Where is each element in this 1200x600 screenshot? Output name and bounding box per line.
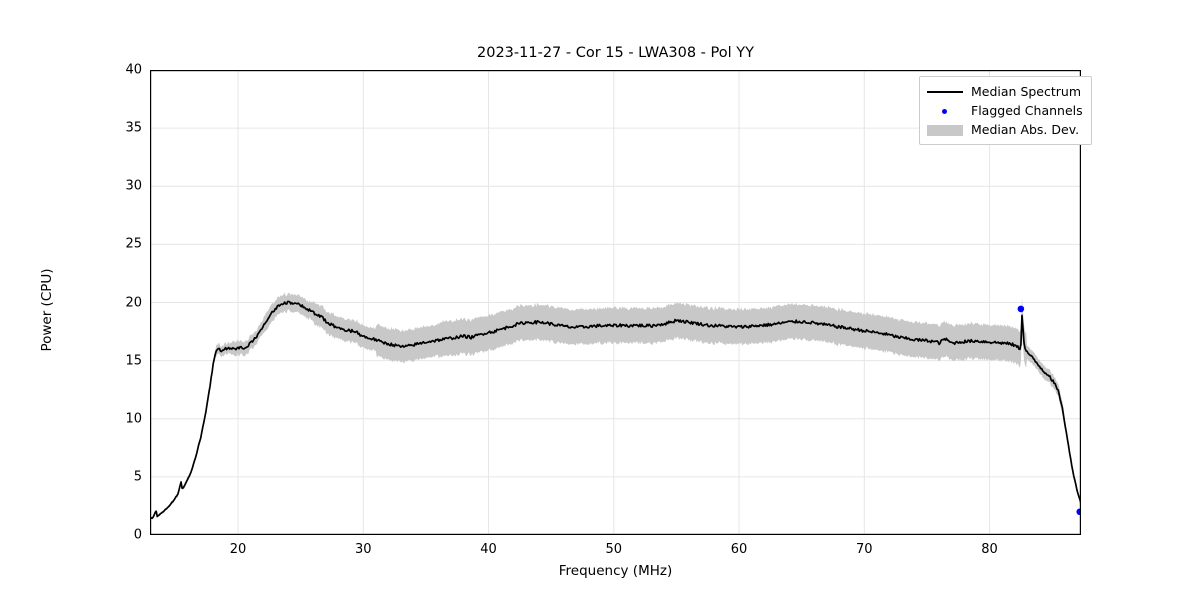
page-title: 2023-11-27 - Cor 15 - LWA308 - Pol YY — [477, 45, 754, 61]
y-axis-label: Power (CPU) — [39, 268, 55, 352]
x-tick-label: 70 — [856, 542, 873, 557]
y-tick-label: 5 — [133, 469, 142, 485]
flagged-channel-point — [1017, 305, 1025, 313]
x-tick-label: 80 — [981, 542, 998, 557]
axes-frame — [150, 70, 1081, 535]
y-tick-label: 10 — [125, 411, 142, 427]
x-axis-tick-labels: 20 30 40 50 60 70 80 — [150, 542, 1081, 562]
x-tick-label: 30 — [355, 542, 372, 557]
y-tick-label: 30 — [125, 178, 142, 194]
x-axis-label: Frequency (MHz) — [558, 563, 673, 579]
x-tick-label: 20 — [229, 542, 247, 557]
x-tick-label: 60 — [730, 542, 748, 557]
y-tick-label: 20 — [125, 295, 142, 310]
legend-item-flagged-channels: Flagged Channels — [927, 101, 1083, 120]
y-tick-label: 15 — [125, 353, 142, 369]
line-swatch-icon — [927, 85, 963, 99]
legend-item-median-spectrum: Median Spectrum — [927, 82, 1083, 101]
y-axis-tick-labels: 0 5 10 15 20 25 30 35 40 — [96, 63, 142, 543]
x-tick-label: 50 — [605, 542, 623, 557]
median-spectrum-path — [150, 300, 1081, 520]
x-tick-label: 40 — [480, 542, 497, 557]
y-tick-label: 35 — [125, 120, 142, 136]
median-abs-dev-band — [150, 292, 1081, 520]
patch-swatch-icon — [927, 123, 963, 137]
legend-label: Median Spectrum — [971, 84, 1082, 99]
y-tick-label: 40 — [125, 62, 142, 78]
legend-label: Median Abs. Dev. — [971, 122, 1080, 137]
flagged-channels-markers — [1017, 305, 1081, 516]
y-tick-label: 25 — [125, 236, 142, 252]
legend-item-median-abs-dev: Median Abs. Dev. — [927, 120, 1083, 139]
legend-label: Flagged Channels — [971, 103, 1083, 118]
y-tick-label: 0 — [133, 527, 142, 543]
dot-swatch-icon — [927, 104, 963, 118]
chart-legend: Median Spectrum Flagged Channels Median … — [919, 76, 1092, 145]
mad-band-area — [150, 292, 1081, 520]
median-spectrum-line — [150, 300, 1081, 520]
